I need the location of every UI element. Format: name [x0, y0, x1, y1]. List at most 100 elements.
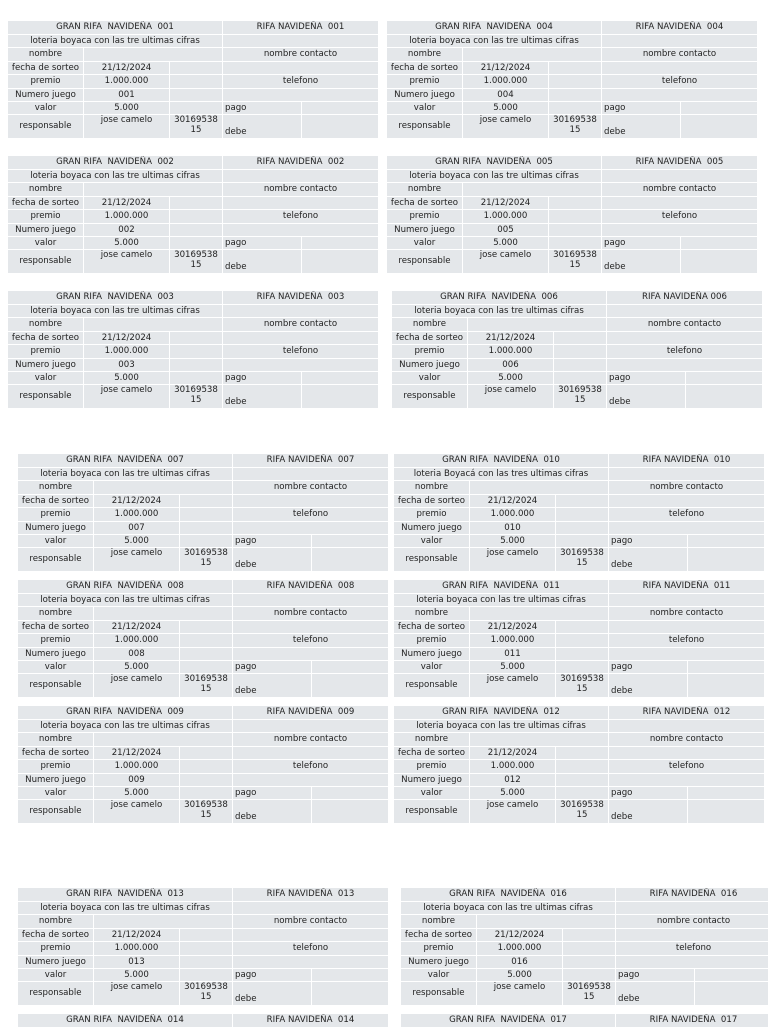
- ticket-row: nombre nombre contacto: [394, 733, 765, 746]
- empty-cell: [94, 915, 232, 928]
- empty-cell: [688, 800, 765, 823]
- ticket-row: GRAN RIFA NAVIDEÑA 012 RIFA NAVIDEÑA 012: [394, 706, 765, 719]
- stub-title: RIFA NAVIDEÑA 016: [616, 888, 768, 901]
- empty-cell: [681, 237, 758, 249]
- prize-label: premio: [394, 760, 469, 773]
- date: 21/12/2024: [84, 332, 169, 344]
- ticket-row: GRAN RIFA NAVIDEÑA 017 RIFA NAVIDEÑA 017: [401, 1014, 768, 1027]
- stub-title: RIFA NAVIDEÑA 004: [602, 21, 758, 34]
- prize-label: premio: [8, 345, 83, 358]
- ticket-row: Numero juego 012: [394, 774, 765, 786]
- stub-title: RIFA NAVIDEÑA 010: [609, 454, 765, 467]
- name-label: nombre: [18, 607, 93, 620]
- manager: jose camelo: [470, 674, 555, 697]
- empty-cell: [688, 674, 765, 697]
- manager: jose camelo: [463, 250, 548, 273]
- manager-label: responsable: [387, 115, 462, 138]
- balance-label: debe: [607, 385, 685, 408]
- empty-cell: [554, 372, 606, 384]
- manager-phone: 3016953815: [554, 385, 606, 408]
- ticket-row: valor 5.000 pago: [18, 535, 389, 547]
- name-label: nombre: [8, 48, 83, 61]
- manager-label: responsable: [394, 674, 469, 697]
- payment-label: pago: [616, 969, 694, 981]
- date: 21/12/2024: [84, 62, 169, 74]
- ticket-row: premio 1.000.000 telefono: [394, 634, 765, 647]
- empty-cell: [180, 648, 232, 660]
- number-label: Numero juego: [8, 89, 83, 101]
- ticket-row: Numero juego 009: [18, 774, 389, 786]
- empty-cell: [170, 224, 222, 236]
- ticket-row: Numero juego 011: [394, 648, 765, 660]
- title: GRAN RIFA NAVIDEÑA 010: [394, 454, 608, 467]
- prize: 1.000.000: [94, 942, 179, 955]
- payment-label: pago: [233, 661, 311, 673]
- ticket-row: responsable jose camelo 3016953815 debe: [18, 674, 389, 697]
- prize: 1.000.000: [94, 760, 179, 773]
- manager-label: responsable: [392, 385, 467, 408]
- phone-label: telefono: [233, 508, 389, 521]
- ticket-row: responsable jose camelo 3016953815 debe: [18, 800, 389, 823]
- ticket-row: loteria boyaca con las tre ultimas cifra…: [18, 902, 389, 914]
- empty-cell: [609, 468, 765, 480]
- empty-cell: [302, 237, 379, 249]
- ticket-row: GRAN RIFA NAVIDEÑA 014 RIFA NAVIDEÑA 014: [18, 1014, 389, 1027]
- title: GRAN RIFA NAVIDEÑA 013: [18, 888, 232, 901]
- empty-cell: [549, 237, 601, 249]
- ticket-row: responsable jose camelo 3016953815 debe: [394, 674, 765, 697]
- raffle-ticket: GRAN RIFA NAVIDEÑA 010 RIFA NAVIDEÑA 010 l…: [393, 453, 765, 572]
- ticket-row: GRAN RIFA NAVIDEÑA 016 RIFA NAVIDEÑA 016: [401, 888, 768, 901]
- stub-title: RIFA NAVIDEÑA 001: [223, 21, 379, 34]
- empty-cell: [563, 929, 615, 941]
- number-label: Numero juego: [401, 956, 476, 968]
- contact-label: nombre contacto: [233, 481, 389, 494]
- raffle-ticket: GRAN RIFA NAVIDEÑA 006 RIFA NAVIDEÑA 006 l…: [391, 290, 763, 409]
- number-label: Numero juego: [392, 359, 467, 371]
- title: GRAN RIFA NAVIDEÑA 008: [18, 580, 232, 593]
- empty-cell: [302, 250, 379, 273]
- ticket-row: loteria boyaca con las tre ultimas cifra…: [8, 170, 379, 182]
- balance-label: debe: [616, 982, 694, 1005]
- empty-cell: [94, 481, 232, 494]
- date: 21/12/2024: [477, 929, 562, 941]
- empty-cell: [556, 621, 608, 633]
- empty-cell: [180, 787, 232, 799]
- empty-cell: [549, 197, 601, 209]
- manager: jose camelo: [94, 800, 179, 823]
- number-label: Numero juego: [387, 89, 462, 101]
- manager-phone: 3016953815: [180, 548, 232, 571]
- subtitle: loteria boyaca con las tre ultimas cifra…: [394, 720, 608, 732]
- empty-cell: [233, 621, 389, 633]
- number-label: Numero juego: [394, 774, 469, 786]
- phone-label: telefono: [609, 634, 765, 647]
- empty-cell: [686, 372, 762, 384]
- ticket-row: Numero juego 005: [387, 224, 758, 236]
- empty-cell: [477, 915, 615, 928]
- ticket-row: GRAN RIFA NAVIDEÑA 003 RIFA NAVIDEÑA 003: [8, 291, 379, 304]
- phone-label: telefono: [223, 75, 379, 88]
- number: 001: [84, 89, 169, 101]
- title: GRAN RIFA NAVIDEÑA 006: [392, 291, 606, 304]
- ticket-row: premio 1.000.000 telefono: [18, 634, 389, 647]
- ticket-row: nombre nombre contacto: [394, 481, 765, 494]
- ticket-row: fecha de sorteo 21/12/2024: [401, 929, 768, 941]
- prize-label: premio: [394, 508, 469, 521]
- empty-cell: [233, 774, 389, 786]
- ticket-row: fecha de sorteo 21/12/2024: [8, 62, 379, 74]
- stub-title: RIFA NAVIDEÑA 008: [233, 580, 389, 593]
- number: 016: [477, 956, 562, 968]
- number: 008: [94, 648, 179, 660]
- ticket-row: Numero juego 008: [18, 648, 389, 660]
- ticket-row: loteria boyaca con las tre ultimas cifra…: [387, 170, 758, 182]
- empty-cell: [602, 62, 758, 74]
- prize-label: premio: [392, 345, 467, 358]
- ticket-row: Numero juego 007: [18, 522, 389, 534]
- raffle-ticket: GRAN RIFA NAVIDEÑA 013 RIFA NAVIDEÑA 013 l…: [17, 887, 389, 1006]
- ticket-row: Numero juego 016: [401, 956, 768, 968]
- raffle-ticket: GRAN RIFA NAVIDEÑA 017 RIFA NAVIDEÑA 017: [400, 1013, 768, 1028]
- ticket-row: fecha de sorteo 21/12/2024: [394, 747, 765, 759]
- empty-cell: [681, 250, 758, 273]
- phone-label: telefono: [233, 760, 389, 773]
- price: 5.000: [94, 969, 179, 981]
- contact-label: nombre contacto: [609, 733, 765, 746]
